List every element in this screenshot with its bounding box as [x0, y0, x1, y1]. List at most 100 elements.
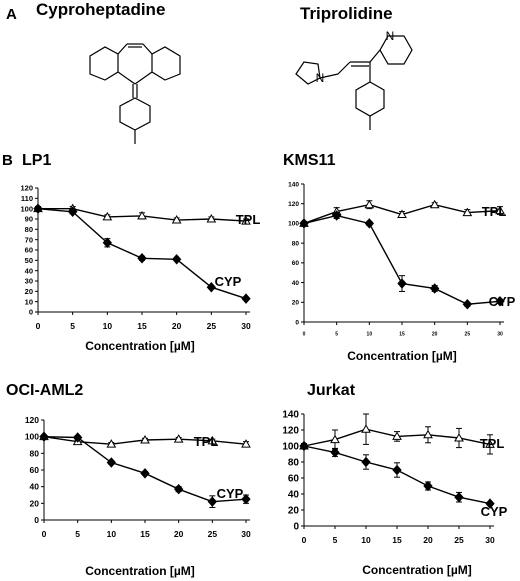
data-point-cyp: [397, 278, 407, 289]
data-point-tpl: [454, 432, 464, 442]
data-point-cyp: [392, 464, 402, 476]
y-tick-label: 120: [288, 201, 299, 208]
data-point-cyp: [423, 480, 433, 492]
data-point-cyp: [137, 253, 147, 264]
y-tick-label: 60: [292, 260, 300, 267]
y-tick-label: 140: [288, 181, 299, 188]
data-point-cyp: [207, 496, 218, 507]
data-point-tpl: [392, 431, 402, 440]
y-tick-label: 50: [25, 256, 33, 265]
chart-title-kms11: KMS11: [283, 152, 336, 169]
series-label-cyp: CYP: [217, 486, 244, 501]
data-point-cyp: [72, 432, 83, 443]
series-label-tpl: TPL: [480, 436, 505, 451]
y-tick-label: 40: [30, 482, 40, 492]
x-axis-label: Concentration [µM]: [347, 349, 457, 363]
cyproheptadine-structure: [89, 43, 181, 144]
x-tick-label: 25: [207, 321, 217, 331]
data-point-tpl: [485, 439, 495, 448]
x-axis-label: Concentration [µM]: [362, 563, 472, 577]
data-point-cyp: [462, 299, 473, 310]
y-tick-label: 80: [292, 240, 300, 247]
triprolidine-structure: N N: [295, 29, 413, 130]
x-tick-label: 25: [454, 535, 464, 545]
x-tick-label: 5: [335, 332, 338, 338]
y-tick-label: 70: [25, 235, 33, 244]
x-tick-label: 15: [140, 529, 150, 539]
x-tick-label: 10: [361, 535, 371, 545]
data-point-tpl: [423, 429, 433, 439]
y-tick-label: 120: [25, 415, 39, 425]
chart-title-oci-aml2: OCI-AML2: [6, 382, 84, 399]
data-point-cyp: [173, 483, 184, 495]
y-tick-label: 20: [288, 506, 300, 517]
x-tick-label: 0: [303, 332, 306, 338]
series-label-tpl: TPL: [236, 212, 261, 227]
y-tick-label: 20: [292, 300, 300, 307]
x-tick-label: 0: [302, 535, 307, 545]
x-tick-label: 20: [174, 529, 184, 539]
data-point-cyp: [454, 491, 464, 503]
x-tick-label: 5: [70, 321, 75, 331]
data-point-cyp: [206, 281, 217, 293]
series-label-tpl: TPL: [194, 434, 219, 449]
data-point-tpl: [171, 215, 182, 224]
panel-letter-a: A: [6, 6, 17, 23]
data-point-tpl: [102, 211, 113, 221]
x-tick-label: 0: [36, 321, 41, 331]
x-tick-label: 30: [241, 529, 251, 539]
chart-title-lp1: LP1: [22, 152, 52, 169]
y-tick-label: 60: [288, 474, 300, 485]
x-axis-label: Concentration [µM]: [85, 564, 195, 578]
x-tick-label: 30: [485, 535, 495, 545]
chart-jurkat: 0 20 40 60 80 100 120 140 0 5 10 15 20 25 30 Concentrat…: [282, 410, 507, 578]
y-tick-label: 100: [282, 442, 299, 453]
y-tick-label: 20: [30, 498, 40, 508]
x-tick-label: 10: [107, 529, 117, 539]
x-axis-label: Concentration [µM]: [85, 339, 195, 353]
y-tick-label: 140: [282, 410, 299, 421]
series-label-cyp: CYP: [215, 274, 242, 289]
x-tick-label: 25: [208, 529, 218, 539]
y-tick-label: 120: [20, 184, 33, 193]
data-point-tpl: [207, 435, 218, 445]
data-point-cyp: [364, 218, 375, 229]
y-tick-label: 40: [25, 266, 33, 275]
drug-name-triprolidine: Triprolidine: [300, 4, 393, 23]
x-tick-label: 15: [137, 321, 147, 331]
data-point-cyp: [485, 498, 495, 509]
x-tick-label: 10: [103, 321, 113, 331]
data-point-cyp: [39, 431, 49, 442]
y-tick-label: 80: [25, 225, 33, 234]
svg-text:N: N: [386, 29, 395, 43]
y-tick-label: 20: [25, 287, 33, 296]
x-tick-label: 0: [42, 529, 47, 539]
y-tick-label: 80: [288, 458, 300, 469]
data-point-tpl: [173, 434, 184, 443]
x-tick-label: 15: [392, 535, 402, 545]
data-point-tpl: [106, 439, 117, 448]
chart-oci-aml2: 0 20 40 60 80 100 120 0 5 10 15 20 25 30 Concentration…: [25, 415, 251, 578]
y-tick-label: 0: [295, 319, 299, 326]
y-tick-label: 10: [25, 297, 33, 306]
data-point-cyp: [67, 206, 78, 218]
x-tick-label: 30: [497, 332, 503, 338]
x-tick-label: 5: [75, 529, 80, 539]
y-tick-label: 60: [25, 246, 33, 255]
y-tick-label: 30: [25, 277, 33, 286]
x-tick-label: 15: [399, 332, 405, 338]
series-label-tpl: TPL: [482, 204, 507, 219]
data-point-cyp: [361, 456, 371, 468]
data-point-cyp: [495, 296, 505, 307]
svg-text:N: N: [316, 71, 325, 85]
data-point-cyp: [33, 203, 43, 214]
data-point-tpl: [495, 205, 505, 215]
chart-title-jurkat: Jurkat: [307, 382, 356, 399]
data-point-cyp: [330, 447, 340, 458]
y-tick-label: 110: [21, 194, 33, 203]
drug-name-cyproheptadine: Cyproheptadine: [36, 0, 166, 19]
x-tick-label: 20: [423, 535, 433, 545]
y-tick-label: 0: [29, 308, 33, 317]
y-tick-label: 120: [282, 426, 299, 437]
y-tick-label: 80: [30, 448, 40, 458]
